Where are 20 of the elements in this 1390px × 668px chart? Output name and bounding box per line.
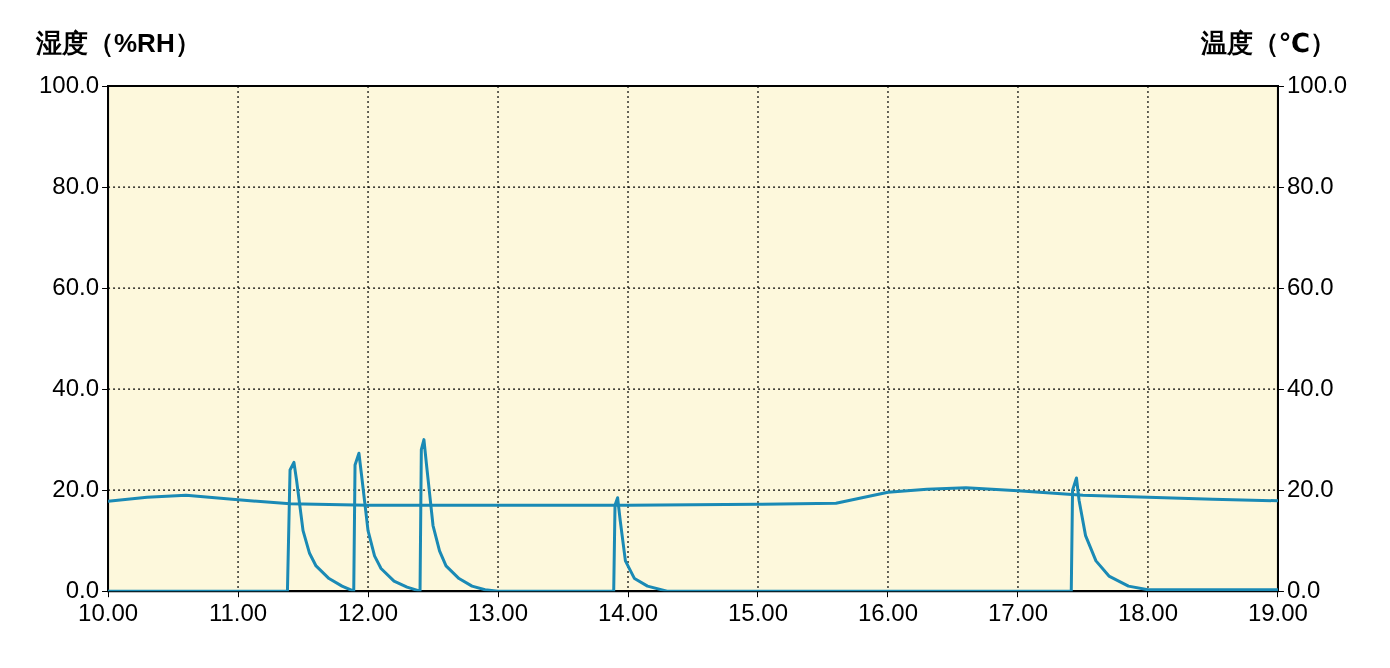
y-axis-title: 湿度（%RH） [35,28,201,59]
x-tick-label: 13.00 [467,599,529,627]
y-tick-label: 20.0 [52,474,100,502]
y2-tick-label: 100.0 [1286,70,1347,98]
x-tick-label: 12.00 [338,599,399,627]
y2-axis-title: 温度（℃） [1199,28,1336,59]
x-tick-label: 11.00 [208,599,268,627]
y-tick-label: 80.0 [52,171,100,199]
y-tick-label: 100.0 [39,70,100,98]
y-tick-label: 60.0 [52,272,100,300]
y-tick-label: 40.0 [52,373,100,401]
x-tick-label: 14.00 [597,599,659,627]
y2-tick-label: 40.0 [1286,373,1334,401]
x-tick-label: 16.00 [857,599,919,627]
x-tick-label: 17.00 [987,599,1048,627]
y2-tick-label: 60.0 [1286,272,1334,300]
y2-tick-label: 80.0 [1286,171,1334,199]
y2-tick-label: 20.0 [1286,474,1334,502]
x-tick-label: 18.00 [1117,599,1178,627]
x-tick-label: 15.00 [727,599,789,627]
